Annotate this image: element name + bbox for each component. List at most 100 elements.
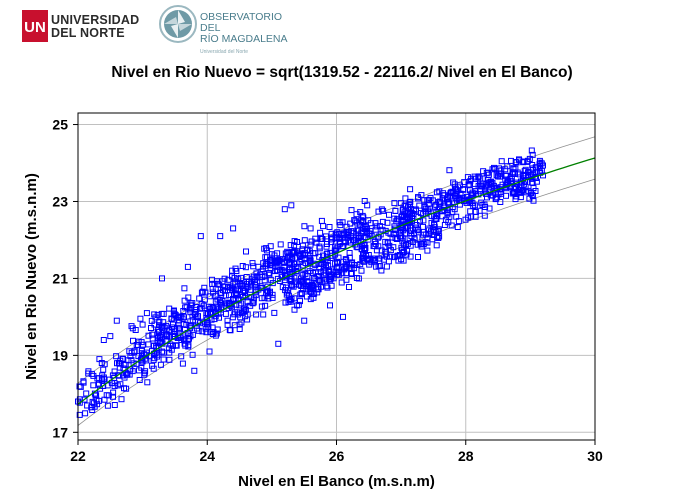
data-point [316,253,323,260]
data-point [393,218,400,225]
data-point [136,367,142,374]
data-point [334,229,341,236]
data-point [348,271,355,277]
y-tick-label: 25 [52,117,68,133]
data-point [191,367,198,374]
data-point [298,275,304,282]
data-point [151,321,158,328]
x-tick-label: 30 [587,448,603,464]
data-point [400,241,407,248]
data-point [158,310,165,317]
data-point [334,265,341,272]
data-point [277,241,284,248]
x-tick-label: 22 [70,448,86,464]
y-tick-label: 17 [52,424,68,440]
data-point [433,216,440,222]
data-point [132,327,139,333]
data-point [310,294,317,301]
data-point [145,341,152,348]
data-point [207,329,214,336]
data-point [96,356,103,363]
y-axis-ticks: 17 19 21 23 25 [52,117,78,440]
data-point [520,158,527,165]
data-point [324,241,330,247]
data-point [497,199,504,205]
data-point [530,185,537,192]
data-point [84,402,91,409]
data-point [398,256,405,263]
data-point [520,172,527,179]
data-point [502,166,509,173]
data-point [529,191,536,198]
data-point [343,270,350,277]
data-point [90,382,97,389]
data-point [398,233,405,240]
data-point [261,245,268,252]
data-point [161,324,168,331]
data-point [121,385,127,392]
data-point [244,284,251,291]
data-point [397,200,404,207]
data-point [185,343,192,350]
data-point [390,244,397,251]
data-point [347,220,354,227]
data-point [432,203,438,210]
data-point [262,262,269,269]
data-point [250,273,257,280]
university-line2: DEL NORTE [51,26,125,40]
data-point [160,349,167,356]
data-point [341,266,348,273]
data-point [286,254,293,260]
data-point [260,311,267,318]
x-tick-label: 24 [199,448,215,464]
data-point [293,264,300,271]
y-axis-label: Nivel en Rio Nuevo (m.s.n.m) [23,173,40,380]
data-point [307,256,314,263]
data-point [239,263,246,269]
data-point [418,210,425,217]
data-point [328,230,335,237]
data-point [139,321,146,328]
data-point [391,200,398,207]
data-point [166,349,173,356]
data-point [368,259,375,266]
data-point [476,188,483,195]
data-point [372,220,379,227]
data-point [361,198,368,204]
data-point [288,278,295,285]
data-point [85,370,92,377]
data-point [88,370,95,377]
data-point [231,311,238,318]
data-point [210,289,217,296]
data-point [250,263,257,270]
un-shield-icon: UN [22,10,48,42]
data-point [334,258,340,265]
data-point [433,242,440,249]
data-point [82,410,89,417]
data-point [341,234,348,241]
data-point [201,296,208,303]
data-point [454,224,461,230]
data-point [361,223,368,229]
observatory-name: OBSERVATORIO DEL RÍO MAGDALENA Universid… [200,12,298,58]
data-point [386,242,393,249]
data-point [340,313,346,320]
data-point [315,277,322,284]
data-point [195,327,202,334]
data-point [524,158,531,165]
data-point [244,316,251,323]
observatory-subtitle: Universidad del Norte [200,49,249,55]
data-point [318,260,325,267]
un-shield-bg [22,10,48,42]
data-point [167,341,174,348]
data-point [439,195,446,202]
data-point [424,247,431,254]
data-point [320,252,327,259]
data-point [208,309,214,316]
data-point [118,396,125,403]
data-point [104,402,111,409]
data-point [335,254,342,261]
observatory-line2: RÍO MAGDALENA [200,33,288,45]
x-axis-ticks: 22 24 26 28 30 [70,440,603,464]
